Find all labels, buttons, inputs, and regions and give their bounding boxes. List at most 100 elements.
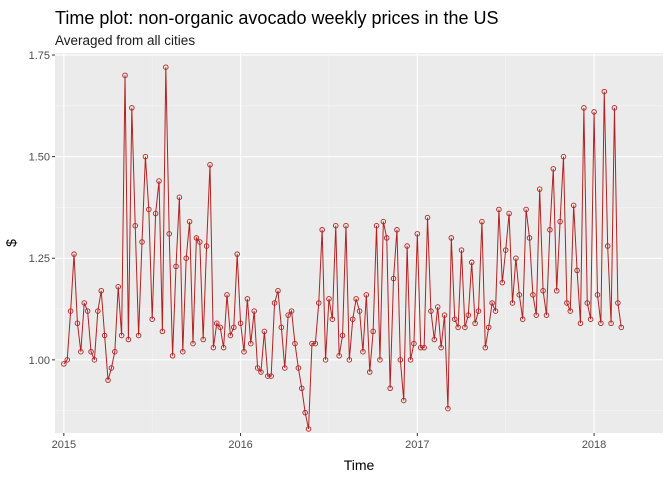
- data-point: [183, 255, 189, 261]
- data-point: [312, 340, 319, 347]
- data-point: [135, 332, 142, 339]
- data-point: [115, 283, 121, 290]
- data-point: [530, 292, 536, 298]
- data-point: [101, 332, 108, 339]
- data-point: [553, 288, 560, 294]
- data-point: [112, 348, 118, 355]
- data-point: [265, 373, 271, 379]
- data-point: [231, 324, 237, 331]
- data-point: [319, 227, 325, 233]
- data-point: [441, 312, 448, 318]
- data-point: [424, 214, 431, 221]
- plot-panel: [55, 53, 663, 433]
- data-point: [244, 296, 251, 302]
- data-point: [482, 344, 489, 351]
- data-point: [95, 308, 101, 314]
- x-axis: 2015 2016 2017 2018: [52, 433, 606, 451]
- data-point: [431, 336, 438, 343]
- data-point: [61, 361, 67, 367]
- data-point: [519, 316, 526, 322]
- data-point: [499, 279, 506, 286]
- data-point: [139, 239, 145, 245]
- data-point: [288, 308, 295, 314]
- y-tick-label: 1.00: [29, 355, 50, 367]
- data-point: [550, 166, 557, 172]
- data-point: [560, 153, 567, 160]
- data-point: [254, 365, 261, 371]
- data-point: [428, 308, 434, 314]
- data-point: [200, 336, 206, 343]
- data-point: [577, 320, 584, 327]
- data-point: [214, 320, 220, 327]
- data-point: [608, 320, 614, 327]
- data-point: [149, 316, 155, 322]
- data-point: [489, 300, 495, 306]
- data-point: [611, 105, 618, 111]
- data-point: [203, 243, 210, 249]
- data-point: [146, 206, 152, 213]
- data-point: [451, 316, 458, 322]
- data-point: [421, 344, 427, 351]
- data-point: [78, 348, 84, 355]
- data-point: [526, 235, 533, 241]
- data-point: [594, 292, 601, 298]
- data-point: [438, 344, 444, 351]
- data-point: [533, 312, 540, 318]
- data-point: [366, 369, 373, 375]
- data-point: [309, 340, 315, 347]
- data-point: [305, 426, 312, 432]
- data-point: [360, 348, 366, 355]
- data-point: [604, 243, 611, 249]
- data-point: [458, 247, 465, 253]
- data-point: [67, 308, 74, 314]
- data-point: [180, 348, 186, 355]
- data-point: [224, 292, 230, 298]
- data-point: [496, 206, 502, 213]
- data-point: [492, 308, 499, 314]
- x-tick-label: 2017: [405, 439, 429, 451]
- data-point: [98, 288, 104, 294]
- data-point: [587, 316, 594, 322]
- data-point: [186, 218, 193, 225]
- data-point: [329, 316, 336, 322]
- data-point: [285, 312, 291, 318]
- data-point: [353, 296, 359, 302]
- y-tick-label: 1.25: [29, 253, 50, 265]
- data-point: [152, 210, 159, 217]
- data-point: [105, 377, 111, 383]
- data-point: [370, 328, 376, 335]
- data-point: [74, 320, 81, 327]
- data-point: [462, 324, 468, 331]
- data-point: [383, 235, 390, 241]
- data-point: [356, 308, 363, 314]
- data-point: [166, 231, 172, 237]
- data-point: [91, 357, 98, 363]
- data-point: [333, 222, 339, 229]
- data-point: [108, 365, 115, 371]
- data-point: [509, 300, 516, 306]
- data-point: [557, 218, 563, 225]
- chart-subtitle: Averaged from all cities: [55, 33, 195, 48]
- chart-title: Time plot: non-organic avocado weekly pr…: [55, 8, 499, 28]
- data-point: [475, 308, 482, 314]
- data-point: [598, 320, 604, 327]
- data-point: [584, 300, 591, 306]
- data-point: [142, 153, 149, 160]
- data-point: [322, 357, 329, 363]
- data-point: [373, 222, 380, 229]
- x-tick-label: 2016: [228, 439, 252, 451]
- data-point: [407, 357, 414, 363]
- y-tick-label: 1.75: [29, 50, 50, 62]
- data-point: [282, 365, 288, 371]
- data-point: [271, 300, 278, 306]
- data-point: [536, 186, 543, 192]
- data-point: [125, 336, 132, 343]
- y-axis-title: $: [3, 239, 19, 247]
- data-point: [570, 202, 577, 209]
- data-point: [268, 373, 274, 379]
- data-point: [81, 300, 87, 306]
- data-point: [129, 105, 135, 111]
- data-point: [404, 243, 410, 249]
- data-point: [455, 324, 461, 331]
